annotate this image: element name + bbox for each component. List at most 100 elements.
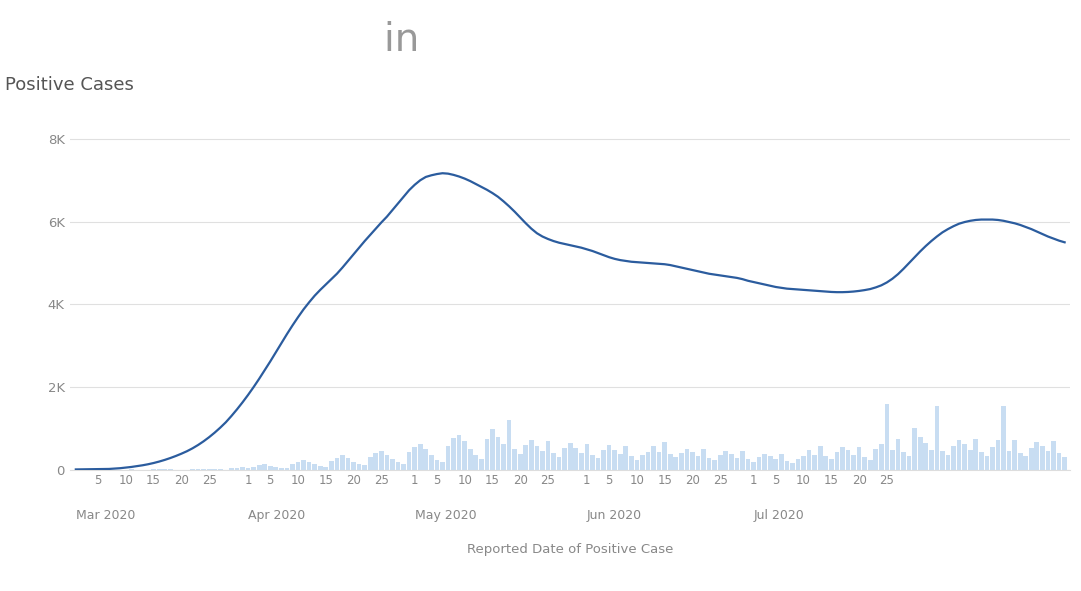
Bar — [379, 452, 384, 470]
Bar — [801, 456, 806, 470]
Bar — [829, 459, 833, 470]
Bar — [985, 456, 989, 470]
Bar — [157, 469, 161, 470]
Bar — [812, 454, 817, 470]
Bar — [762, 454, 768, 470]
Bar — [263, 465, 267, 470]
Bar — [729, 454, 734, 470]
Bar — [484, 439, 490, 470]
Bar — [679, 453, 683, 470]
Bar — [1051, 441, 1056, 470]
Bar — [734, 458, 739, 470]
Bar — [1057, 453, 1062, 470]
Bar — [806, 450, 812, 470]
Bar — [279, 468, 283, 470]
Bar — [240, 467, 244, 470]
Bar — [896, 439, 900, 470]
Bar — [590, 455, 595, 470]
Bar — [1012, 440, 1017, 470]
Bar — [884, 404, 890, 470]
Bar — [502, 444, 506, 470]
Bar — [996, 440, 1000, 470]
Bar — [684, 449, 690, 470]
Bar — [1040, 446, 1044, 470]
Bar — [412, 447, 417, 470]
Bar — [601, 450, 606, 470]
Bar — [318, 466, 322, 470]
Text: COVID-19: COVID-19 — [195, 21, 416, 59]
Bar — [573, 448, 578, 470]
Bar — [385, 455, 389, 470]
Bar — [845, 450, 851, 470]
Bar — [1006, 451, 1012, 470]
Bar — [940, 452, 945, 470]
Bar — [557, 457, 561, 470]
Bar — [329, 461, 334, 470]
Bar — [790, 463, 795, 470]
Bar — [796, 459, 800, 470]
Bar — [457, 435, 462, 470]
Bar — [923, 443, 929, 470]
Bar — [473, 456, 478, 470]
Bar — [1045, 452, 1051, 470]
Bar — [323, 467, 329, 470]
Bar — [490, 429, 495, 470]
Bar — [334, 458, 339, 470]
Bar — [696, 456, 700, 470]
Bar — [406, 453, 412, 470]
Bar — [629, 456, 633, 470]
Bar — [268, 466, 272, 470]
Bar — [307, 462, 311, 470]
Bar — [707, 457, 711, 470]
Bar — [740, 452, 745, 470]
Bar — [162, 469, 168, 470]
Bar — [1035, 441, 1039, 470]
Bar — [390, 459, 395, 470]
Bar — [757, 457, 761, 470]
Text: in: in — [384, 21, 431, 59]
Bar — [624, 446, 628, 470]
Bar — [568, 443, 573, 470]
Bar — [579, 453, 584, 470]
Bar — [946, 456, 950, 470]
Bar — [1063, 457, 1067, 470]
Bar — [1024, 456, 1028, 470]
Bar — [534, 446, 539, 470]
Bar — [235, 467, 239, 470]
Bar — [401, 464, 406, 470]
Bar — [435, 460, 439, 470]
Bar — [468, 449, 472, 470]
X-axis label: Reported Date of Positive Case: Reported Date of Positive Case — [467, 543, 673, 556]
Bar — [768, 456, 773, 470]
Text: Mar 2020: Mar 2020 — [76, 509, 135, 522]
Bar — [206, 469, 212, 470]
Bar — [396, 462, 400, 470]
Bar — [824, 456, 828, 470]
Bar — [929, 450, 934, 470]
Bar — [351, 462, 356, 470]
Bar — [785, 460, 789, 470]
Bar — [529, 440, 534, 470]
Text: Jul 2020: Jul 2020 — [753, 509, 804, 522]
Bar — [251, 466, 256, 470]
Bar — [463, 441, 467, 470]
Bar — [606, 446, 612, 470]
Bar — [196, 469, 200, 470]
Bar — [835, 452, 839, 470]
Bar — [990, 447, 995, 470]
Bar — [657, 452, 662, 470]
Bar — [424, 449, 428, 470]
Bar — [585, 444, 589, 470]
Bar — [445, 446, 451, 470]
Bar — [596, 458, 600, 470]
Bar — [523, 445, 529, 470]
Bar — [668, 453, 672, 470]
Bar — [673, 457, 678, 470]
Bar — [651, 446, 656, 470]
Bar — [902, 452, 906, 470]
Bar — [612, 450, 617, 470]
Bar — [257, 465, 262, 470]
Bar — [907, 456, 911, 470]
Bar — [518, 454, 522, 470]
Bar — [551, 453, 556, 470]
